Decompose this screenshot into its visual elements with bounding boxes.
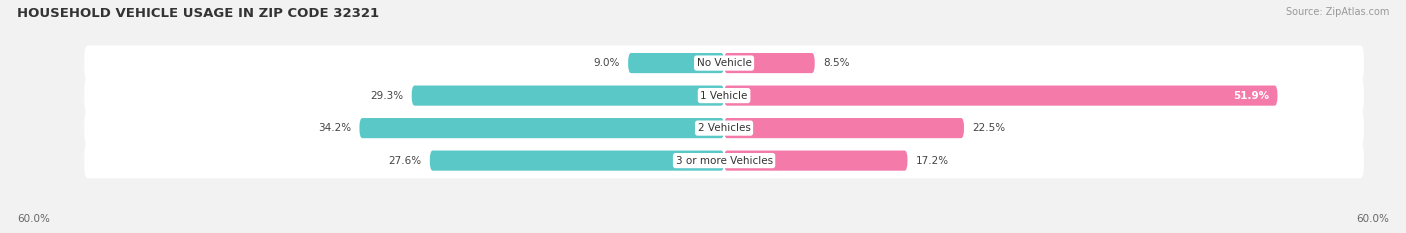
Text: 60.0%: 60.0%	[17, 214, 49, 224]
FancyBboxPatch shape	[412, 86, 724, 106]
Text: 1 Vehicle: 1 Vehicle	[700, 91, 748, 101]
FancyBboxPatch shape	[628, 53, 724, 73]
Text: 17.2%: 17.2%	[917, 156, 949, 166]
Text: 22.5%: 22.5%	[973, 123, 1005, 133]
FancyBboxPatch shape	[84, 110, 1364, 146]
Text: 3 or more Vehicles: 3 or more Vehicles	[675, 156, 773, 166]
Text: 60.0%: 60.0%	[1357, 214, 1389, 224]
Text: Source: ZipAtlas.com: Source: ZipAtlas.com	[1285, 7, 1389, 17]
FancyBboxPatch shape	[724, 151, 907, 171]
Text: 27.6%: 27.6%	[388, 156, 422, 166]
Text: 34.2%: 34.2%	[318, 123, 352, 133]
FancyBboxPatch shape	[84, 78, 1364, 113]
FancyBboxPatch shape	[84, 143, 1364, 178]
Text: 2 Vehicles: 2 Vehicles	[697, 123, 751, 133]
Text: 9.0%: 9.0%	[593, 58, 620, 68]
FancyBboxPatch shape	[724, 53, 814, 73]
Text: No Vehicle: No Vehicle	[696, 58, 752, 68]
Text: 29.3%: 29.3%	[370, 91, 404, 101]
Text: HOUSEHOLD VEHICLE USAGE IN ZIP CODE 32321: HOUSEHOLD VEHICLE USAGE IN ZIP CODE 3232…	[17, 7, 380, 20]
FancyBboxPatch shape	[360, 118, 724, 138]
Text: 51.9%: 51.9%	[1233, 91, 1270, 101]
FancyBboxPatch shape	[724, 86, 1278, 106]
FancyBboxPatch shape	[84, 45, 1364, 81]
FancyBboxPatch shape	[430, 151, 724, 171]
Text: 8.5%: 8.5%	[824, 58, 849, 68]
FancyBboxPatch shape	[724, 118, 965, 138]
Legend: Owner-occupied, Renter-occupied: Owner-occupied, Renter-occupied	[609, 230, 839, 233]
